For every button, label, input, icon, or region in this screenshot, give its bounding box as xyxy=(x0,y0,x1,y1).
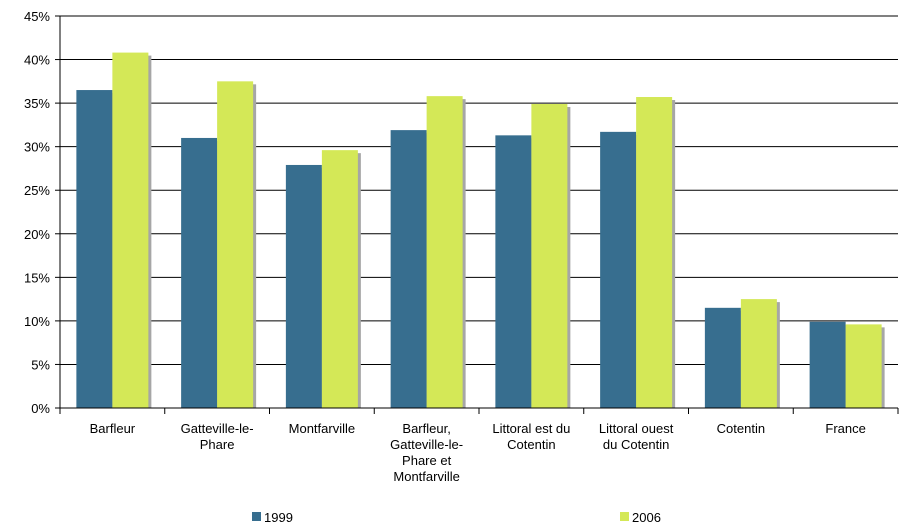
bar-2006 xyxy=(321,150,358,408)
axes xyxy=(55,15,899,414)
bar-1999 xyxy=(809,321,846,408)
bars xyxy=(76,52,885,409)
bar-2006 xyxy=(531,103,568,408)
y-tick-label: 25% xyxy=(24,183,50,198)
category-label: Gatteville-le- xyxy=(181,421,254,436)
y-tick-label: 40% xyxy=(24,53,50,68)
bar-2006 xyxy=(740,299,777,408)
category-label: du Cotentin xyxy=(603,437,670,452)
category-label: Cotentin xyxy=(717,421,765,436)
bar-2006 xyxy=(112,52,149,408)
y-tick-label: 20% xyxy=(24,227,50,242)
legend: 1999 2006 xyxy=(252,510,661,525)
bar-2006 xyxy=(636,97,673,408)
y-tick-label: 0% xyxy=(31,401,50,416)
y-tick-labels: 0% 5% 10% 15% 20% 25% 30% 35% 40% 45% xyxy=(24,9,50,416)
legend-swatch-2006 xyxy=(620,512,629,521)
category-label: Montfarville xyxy=(289,421,355,436)
bar-1999 xyxy=(704,307,741,408)
bar-1999 xyxy=(285,164,322,408)
category-label: Montfarville xyxy=(393,469,459,484)
y-tick-label: 45% xyxy=(24,9,50,24)
category-label: Barfleur xyxy=(90,421,136,436)
category-label: Phare xyxy=(200,437,235,452)
legend-swatch-1999 xyxy=(252,512,261,521)
bar-2006 xyxy=(845,324,882,408)
category-label: Littoral est du xyxy=(492,421,570,436)
y-tick-label: 10% xyxy=(24,314,50,329)
legend-label: 1999 xyxy=(264,510,293,525)
y-tick-label: 30% xyxy=(24,140,50,155)
bar-1999 xyxy=(390,130,427,409)
bar-1999 xyxy=(495,135,532,408)
category-label: France xyxy=(825,421,865,436)
category-label: Gatteville-le- xyxy=(390,437,463,452)
category-label: Barfleur, xyxy=(402,421,450,436)
category-label: Littoral ouest xyxy=(599,421,674,436)
y-tick-label: 5% xyxy=(31,357,50,372)
bar-1999 xyxy=(181,137,218,408)
y-tick-label: 35% xyxy=(24,96,50,111)
bar-2006 xyxy=(426,96,463,409)
category-label: Cotentin xyxy=(507,437,555,452)
legend-label: 2006 xyxy=(632,510,661,525)
bar-2006 xyxy=(217,81,254,408)
bar-1999 xyxy=(76,90,113,409)
category-label: Phare et xyxy=(402,453,452,468)
y-tick-label: 15% xyxy=(24,270,50,285)
bar-1999 xyxy=(600,131,637,408)
